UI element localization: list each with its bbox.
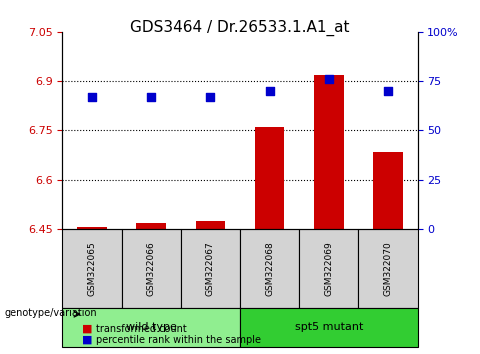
Text: ■: ■ <box>82 335 92 345</box>
Text: transformed count: transformed count <box>96 324 187 333</box>
Bar <box>196 221 225 229</box>
Point <box>88 94 96 100</box>
FancyBboxPatch shape <box>62 308 240 347</box>
Point <box>266 88 274 94</box>
FancyBboxPatch shape <box>299 229 359 308</box>
Text: GDS3464 / Dr.26533.1.A1_at: GDS3464 / Dr.26533.1.A1_at <box>130 19 350 36</box>
Bar <box>314 75 344 229</box>
Point <box>206 94 214 100</box>
Bar <box>255 127 284 229</box>
Point <box>147 94 155 100</box>
Bar <box>136 223 166 229</box>
FancyBboxPatch shape <box>240 308 418 347</box>
FancyBboxPatch shape <box>359 229 418 308</box>
Text: genotype/variation: genotype/variation <box>5 308 97 318</box>
Text: GSM322069: GSM322069 <box>324 241 333 296</box>
FancyBboxPatch shape <box>121 229 181 308</box>
Text: GSM322067: GSM322067 <box>206 241 215 296</box>
Point <box>384 88 392 94</box>
FancyBboxPatch shape <box>62 229 121 308</box>
Text: wild type: wild type <box>126 322 177 332</box>
Text: spt5 mutant: spt5 mutant <box>295 322 363 332</box>
FancyBboxPatch shape <box>240 229 299 308</box>
FancyBboxPatch shape <box>181 229 240 308</box>
Text: ■: ■ <box>82 324 92 333</box>
Text: percentile rank within the sample: percentile rank within the sample <box>96 335 261 345</box>
Text: GSM322066: GSM322066 <box>147 241 156 296</box>
Bar <box>77 227 107 229</box>
Point <box>325 76 333 82</box>
Text: GSM322065: GSM322065 <box>87 241 96 296</box>
Bar <box>373 152 403 229</box>
Text: GSM322068: GSM322068 <box>265 241 274 296</box>
Text: GSM322070: GSM322070 <box>384 241 393 296</box>
